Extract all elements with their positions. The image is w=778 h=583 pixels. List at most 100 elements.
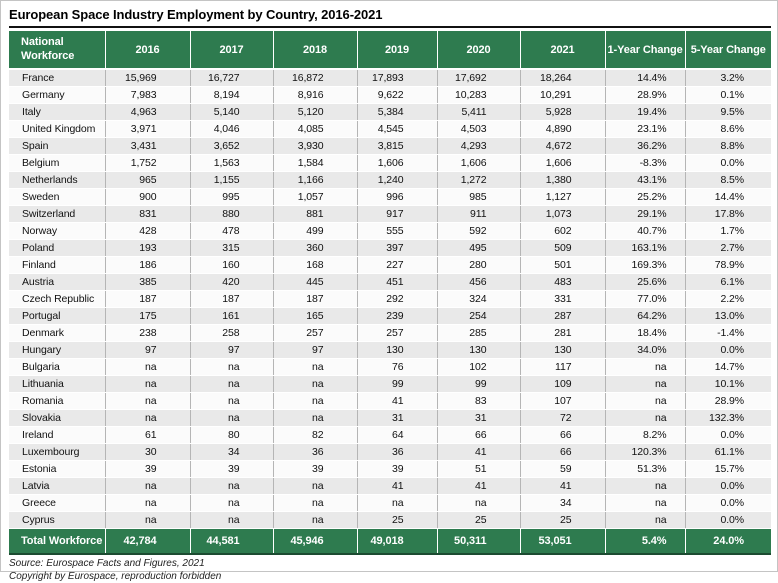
value-cell: 39 — [190, 460, 273, 477]
value-cell: 78.9% — [685, 256, 771, 273]
value-cell: 324 — [437, 290, 520, 307]
value-cell: 315 — [190, 239, 273, 256]
country-cell: Sweden — [9, 188, 105, 205]
value-cell: 97 — [190, 341, 273, 358]
value-cell: 478 — [190, 222, 273, 239]
total-label-cell: Total Workforce — [9, 528, 105, 554]
value-cell: 25 — [520, 511, 605, 528]
value-cell: na — [605, 511, 685, 528]
value-cell: na — [105, 392, 190, 409]
value-cell: 257 — [357, 324, 437, 341]
value-cell: 3.2% — [685, 69, 771, 86]
value-cell: 4,963 — [105, 103, 190, 120]
value-cell: 0.0% — [685, 154, 771, 171]
value-cell: 360 — [273, 239, 357, 256]
value-cell: 16,727 — [190, 69, 273, 86]
country-cell: Portugal — [9, 307, 105, 324]
value-cell: 66 — [520, 426, 605, 443]
value-cell: 83 — [437, 392, 520, 409]
value-cell: 39 — [105, 460, 190, 477]
header-cell-2016: 2016 — [105, 31, 190, 69]
value-cell: 1.7% — [685, 222, 771, 239]
value-cell: 28.9% — [685, 392, 771, 409]
value-cell: 2.2% — [685, 290, 771, 307]
value-cell: na — [190, 511, 273, 528]
value-cell: 41 — [357, 477, 437, 494]
value-cell: 0.0% — [685, 511, 771, 528]
value-cell: na — [357, 494, 437, 511]
value-cell: 41 — [520, 477, 605, 494]
value-cell: 130 — [437, 341, 520, 358]
value-cell: 995 — [190, 188, 273, 205]
value-cell: 39 — [357, 460, 437, 477]
value-cell: 187 — [273, 290, 357, 307]
value-cell: 280 — [437, 256, 520, 273]
value-cell: 1,073 — [520, 205, 605, 222]
total-value-cell: 5.4% — [605, 528, 685, 554]
value-cell: 499 — [273, 222, 357, 239]
value-cell: 72 — [520, 409, 605, 426]
value-cell: 169.3% — [605, 256, 685, 273]
value-cell: 15,969 — [105, 69, 190, 86]
value-cell: 0.0% — [685, 426, 771, 443]
value-cell: 34.0% — [605, 341, 685, 358]
value-cell: 965 — [105, 171, 190, 188]
value-cell: 5,411 — [437, 103, 520, 120]
value-cell: 29.1% — [605, 205, 685, 222]
value-cell: 30 — [105, 443, 190, 460]
value-cell: 1,563 — [190, 154, 273, 171]
country-cell: France — [9, 69, 105, 86]
country-cell: Latvia — [9, 477, 105, 494]
value-cell: 5,928 — [520, 103, 605, 120]
header-cell-2021: 2021 — [520, 31, 605, 69]
value-cell: 5,140 — [190, 103, 273, 120]
country-cell: Hungary — [9, 341, 105, 358]
value-cell: 132.3% — [685, 409, 771, 426]
value-cell: 17.8% — [685, 205, 771, 222]
value-cell: na — [190, 392, 273, 409]
value-cell: 187 — [105, 290, 190, 307]
value-cell: 227 — [357, 256, 437, 273]
value-cell: 1,606 — [437, 154, 520, 171]
value-cell: 238 — [105, 324, 190, 341]
value-cell: 445 — [273, 273, 357, 290]
value-cell: 161 — [190, 307, 273, 324]
value-cell: 36.2% — [605, 137, 685, 154]
source-note: Source: Eurospace Facts and Figures, 202… — [9, 558, 769, 583]
value-cell: 911 — [437, 205, 520, 222]
value-cell: 9.5% — [685, 103, 771, 120]
value-cell: 3,652 — [190, 137, 273, 154]
value-cell: 917 — [357, 205, 437, 222]
value-cell: 64 — [357, 426, 437, 443]
value-cell: 555 — [357, 222, 437, 239]
value-cell: 97 — [105, 341, 190, 358]
value-cell: 9,622 — [357, 86, 437, 103]
title-rule — [9, 26, 771, 28]
value-cell: 397 — [357, 239, 437, 256]
value-cell: 186 — [105, 256, 190, 273]
value-cell: 2.7% — [685, 239, 771, 256]
country-cell: Czech Republic — [9, 290, 105, 307]
value-cell: 10,291 — [520, 86, 605, 103]
value-cell: 4,046 — [190, 120, 273, 137]
value-cell: 117 — [520, 358, 605, 375]
value-cell: na — [190, 477, 273, 494]
value-cell: 0.1% — [685, 86, 771, 103]
value-cell: 120.3% — [605, 443, 685, 460]
header-cell-2020: 2020 — [437, 31, 520, 69]
